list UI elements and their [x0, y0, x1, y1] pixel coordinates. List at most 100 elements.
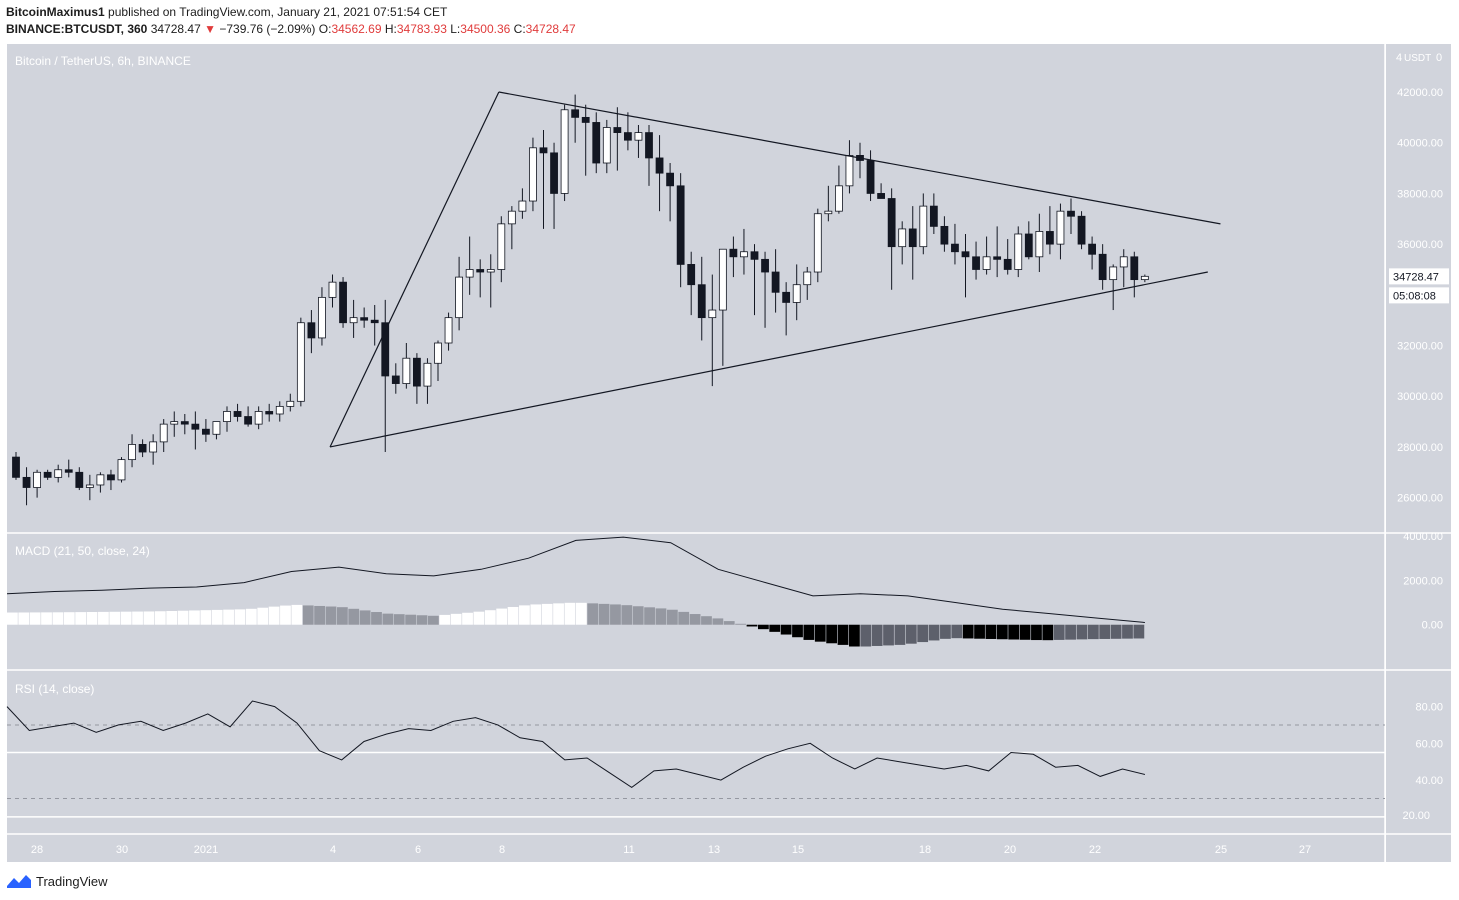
candle: [929, 205, 938, 227]
price-tick-label: 30000.00: [1397, 391, 1443, 403]
candle: [697, 284, 706, 319]
macd-histogram-bar: [519, 605, 530, 625]
candle: [634, 132, 643, 141]
macd-histogram-bar: [257, 607, 269, 625]
candle: [1130, 256, 1139, 281]
macd-histogram-bar: [701, 616, 712, 625]
candle: [360, 317, 369, 321]
candle: [676, 185, 685, 265]
candle: [919, 205, 928, 248]
candle: [898, 228, 907, 248]
triangle-start-line: [329, 91, 500, 448]
candle: [877, 193, 885, 199]
candle: [180, 421, 189, 425]
macd-histogram-bar: [314, 605, 325, 625]
time-tick-label: 15: [792, 844, 804, 856]
change-value: −739.76 (−2.09%): [219, 22, 316, 36]
macd-histogram-bar: [849, 624, 860, 647]
candle: [85, 484, 94, 488]
candle: [128, 444, 136, 461]
candle: [191, 423, 200, 430]
macd-histogram-bar: [29, 612, 41, 625]
time-tick-label: 27: [1299, 844, 1311, 856]
macd-histogram-bar: [75, 612, 87, 625]
candle: [1077, 215, 1086, 245]
author-name[interactable]: BitcoinMaximus1: [6, 5, 105, 19]
macd-histogram-bar: [507, 606, 519, 625]
macd-histogram-bar: [621, 605, 633, 625]
candle: [581, 116, 590, 123]
macd-histogram-bar: [177, 610, 189, 625]
candle: [729, 248, 738, 258]
candle: [275, 405, 284, 415]
candle: [54, 469, 63, 478]
time-tick-label: 22: [1089, 844, 1101, 856]
change-down-icon: ▼: [204, 22, 216, 36]
rsi-tick-label: 80.00: [1415, 702, 1443, 714]
candle: [476, 269, 485, 273]
macd-histogram-bar: [985, 624, 997, 639]
price-tick-label: 26000.00: [1397, 493, 1443, 505]
macd-histogram-bar: [598, 603, 610, 625]
macd-histogram-bar: [428, 615, 439, 625]
macd-histogram-bar: [1031, 624, 1042, 641]
candle: [1088, 243, 1096, 255]
macd-histogram-bar: [826, 624, 838, 644]
candle: [655, 157, 664, 174]
time-tick-label: 2021: [194, 844, 218, 856]
macd-histogram-bar: [1122, 624, 1133, 639]
candle: [718, 248, 727, 311]
macd-histogram-bar: [632, 606, 644, 625]
candle: [96, 474, 105, 486]
candle: [1003, 258, 1012, 270]
candle: [254, 411, 263, 425]
time-tick-label: 6: [415, 844, 421, 856]
macd-histogram-bar: [302, 605, 314, 625]
macd-histogram-bar: [610, 604, 621, 625]
price-tick-label: 32000.00: [1397, 341, 1443, 353]
symbol-label: BINANCE:BTCUSDT, 360: [6, 22, 148, 36]
candle: [296, 322, 305, 402]
currency-label: USDT: [1404, 53, 1431, 64]
candle: [402, 357, 411, 384]
published-text: published on TradingView.com, January 21…: [108, 5, 448, 19]
macd-histogram-bar: [530, 604, 542, 625]
macd-histogram-bar: [291, 604, 303, 625]
candle: [1098, 253, 1107, 281]
upper-trendline: [498, 91, 1221, 225]
candle: [782, 291, 791, 303]
macd-histogram-bar: [587, 603, 599, 625]
time-tick-label: 13: [708, 844, 720, 856]
footer-brand[interactable]: TradingView: [6, 873, 108, 889]
last-price-label: 34728.47: [1393, 271, 1439, 283]
candle: [750, 251, 759, 260]
candle: [1046, 231, 1054, 245]
candle: [223, 411, 231, 422]
candle: [22, 476, 31, 488]
price-tick-label: 38000.00: [1397, 188, 1443, 200]
macd-histogram-bar: [792, 624, 803, 638]
candle: [666, 172, 674, 187]
macd-histogram-bar: [746, 624, 758, 627]
price-tick-label: 36000.00: [1397, 239, 1443, 251]
macd-histogram-bar: [109, 611, 121, 625]
macd-histogram-bar: [814, 624, 826, 642]
macd-line: [6, 536, 1145, 623]
candle: [940, 225, 949, 245]
candle: [1014, 233, 1023, 270]
macd-histogram-bar: [723, 621, 735, 625]
macd-histogram-bar: [484, 610, 496, 625]
candle: [1119, 256, 1128, 268]
macd-histogram-bar: [894, 624, 906, 645]
close-value: 34728.47: [525, 22, 576, 36]
candle: [740, 251, 748, 258]
candle: [486, 269, 495, 273]
candle: [64, 469, 73, 473]
candle: [961, 251, 970, 258]
price-axis-background: [1386, 44, 1451, 862]
macd-histogram-bar: [735, 623, 747, 625]
candle: [529, 147, 537, 202]
macd-histogram-bar: [132, 611, 143, 625]
candle: [571, 109, 580, 118]
